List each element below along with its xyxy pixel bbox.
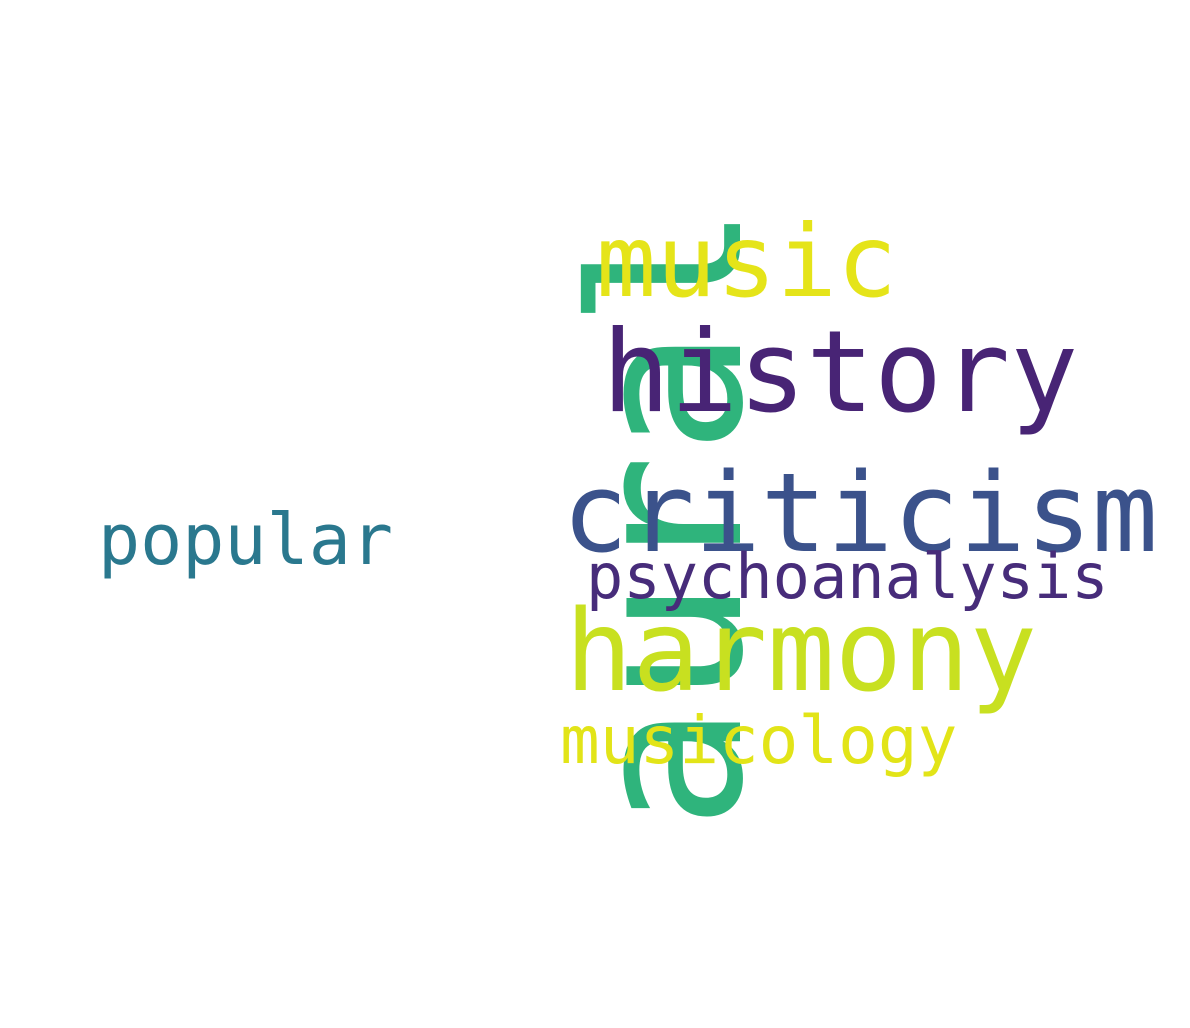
- word-criticism: criticism: [562, 449, 1159, 577]
- word-psychoanalysis: psychoanalysis: [586, 540, 1109, 613]
- word-musicology: musicology: [560, 702, 958, 779]
- word-harmony: harmony: [565, 587, 1038, 717]
- word-popular: popular: [98, 499, 394, 581]
- word-history: history: [602, 306, 1079, 438]
- word-music: music: [596, 203, 898, 320]
